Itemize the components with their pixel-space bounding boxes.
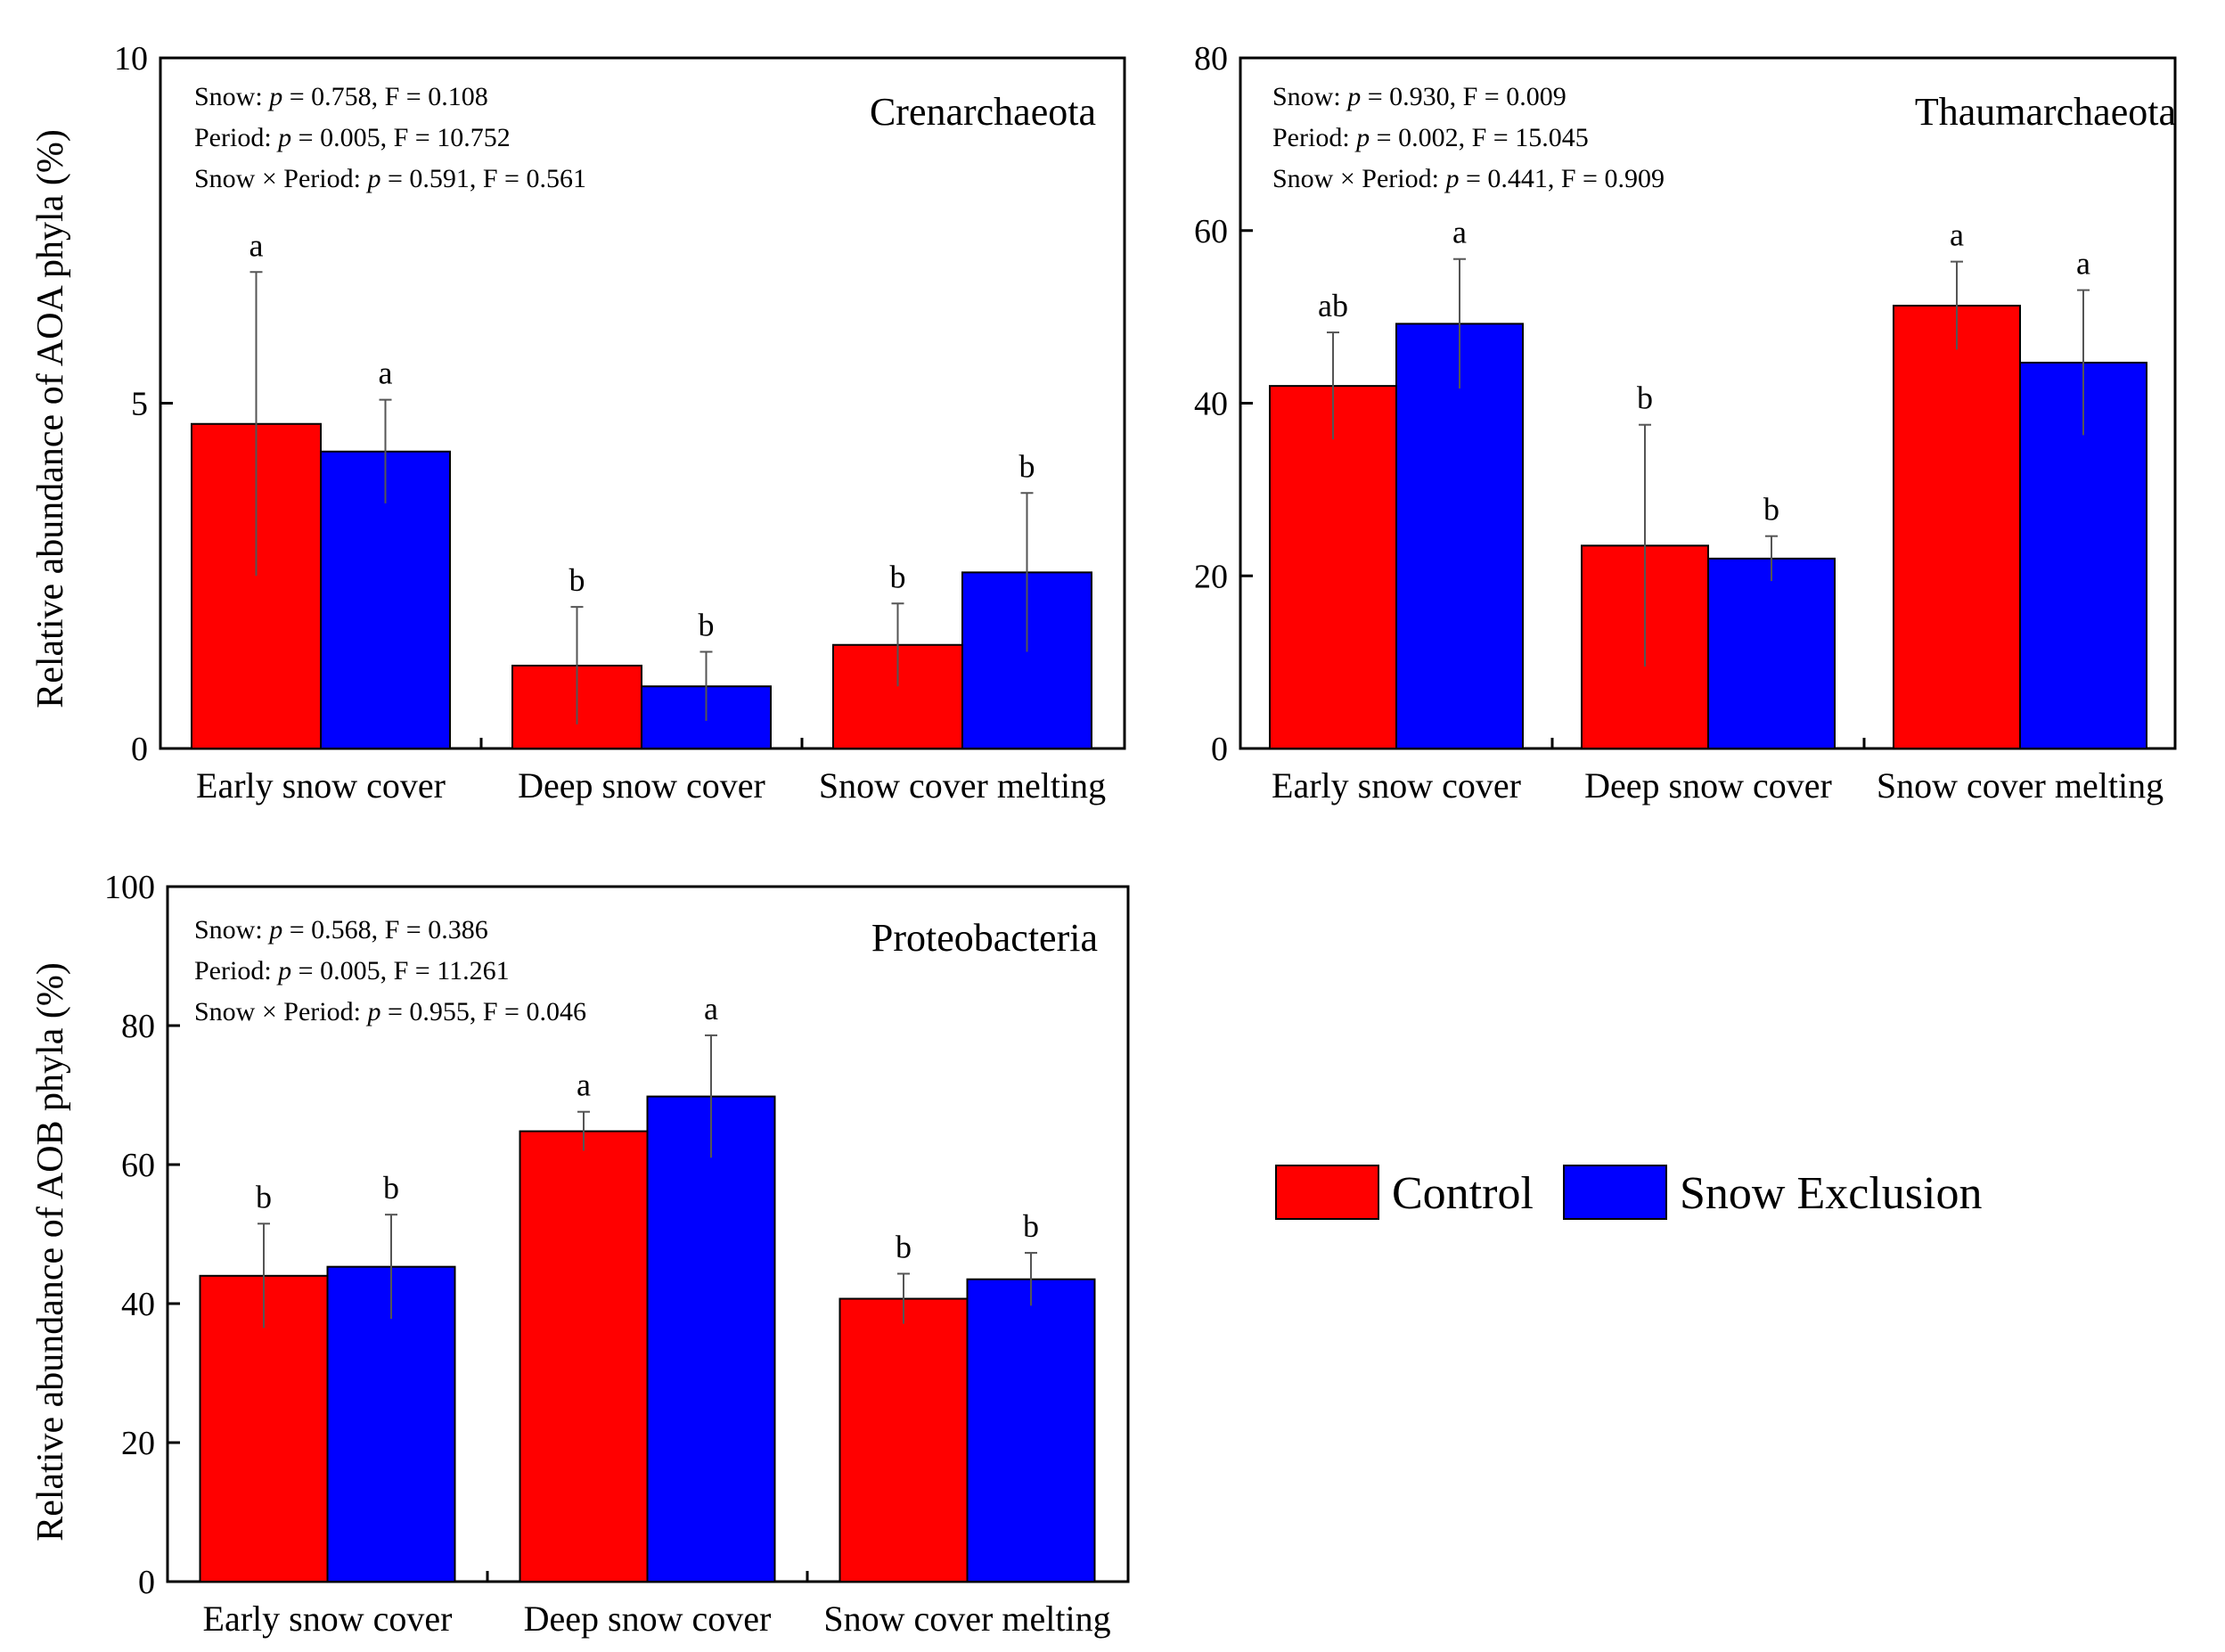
significance-letter-snow-exclusion: b xyxy=(1763,492,1779,527)
legend-label-control: Control xyxy=(1392,1168,1534,1219)
y-tick-label: 20 xyxy=(121,1425,155,1462)
y-tick-label: 5 xyxy=(131,386,148,423)
y-tick-label: 40 xyxy=(1194,386,1228,423)
x-category-label: Early snow cover xyxy=(203,1599,453,1639)
x-category-label: Deep snow cover xyxy=(1584,765,1832,806)
stats-line-2: Snow × Period: p = 0.955, F = 0.046 xyxy=(194,997,586,1026)
significance-letter-snow-exclusion: b xyxy=(1023,1208,1039,1244)
bar-snow-exclusion xyxy=(1707,557,1836,749)
bar-control xyxy=(1893,305,2021,749)
y-tick-label: 60 xyxy=(121,1147,155,1184)
bar-snow-exclusion xyxy=(966,1278,1096,1582)
significance-letter-control: b xyxy=(569,562,585,598)
legend-swatch-snow-exclusion xyxy=(1563,1165,1667,1220)
significance-letter-snow-exclusion: a xyxy=(1452,215,1467,250)
chart-proteobacteria: 0 20 40 60 80 100 b b Early snow cover a a Deep sno… xyxy=(104,869,1130,1639)
x-category-label: Early snow cover xyxy=(1272,765,1521,806)
y-tick-label: 80 xyxy=(1194,40,1228,78)
bar-control xyxy=(1269,385,1397,749)
bar-control xyxy=(838,1297,969,1583)
legend-swatch-control xyxy=(1275,1165,1379,1220)
significance-letter-snow-exclusion: b xyxy=(1019,448,1035,484)
stats-line-0: Snow: p = 0.930, F = 0.009 xyxy=(1272,82,1566,111)
y-tick-label: 10 xyxy=(114,40,148,78)
significance-letter-control: b xyxy=(890,559,906,594)
significance-letter-control: ab xyxy=(1318,288,1348,323)
x-category-label: Early snow cover xyxy=(196,765,446,806)
bar-control xyxy=(519,1130,649,1583)
stats-line-1: Period: p = 0.005, F = 10.752 xyxy=(194,123,511,152)
legend-label-snow-exclusion: Snow Exclusion xyxy=(1680,1168,1982,1219)
significance-letter-snow-exclusion: a xyxy=(2076,246,2090,282)
y-tick-label: 100 xyxy=(104,869,155,906)
y-tick-label: 80 xyxy=(121,1008,155,1045)
legend: Control Snow Exclusion xyxy=(1275,1165,1982,1220)
y-tick-label: 60 xyxy=(1194,213,1228,250)
y-tick-label: 0 xyxy=(138,1564,155,1601)
stats-line-0: Snow: p = 0.758, F = 0.108 xyxy=(194,82,488,111)
x-category-label: Snow cover melting xyxy=(1877,765,2164,806)
significance-letter-snow-exclusion: a xyxy=(704,991,718,1026)
stats-line-2: Snow × Period: p = 0.591, F = 0.561 xyxy=(194,164,586,193)
significance-letter-snow-exclusion: b xyxy=(383,1170,399,1206)
x-category-label: Snow cover melting xyxy=(819,765,1106,806)
chart-thaumarchaeota: 0 20 40 60 80 ab a Early snow cover b b Deep snow … xyxy=(1194,40,2177,806)
significance-letter-snow-exclusion: a xyxy=(379,356,393,391)
significance-letter-control: a xyxy=(1950,217,1964,253)
significance-letter-control: b xyxy=(256,1179,272,1214)
y-axis-label-aoa: Relative abundance of AOA phyla (%) xyxy=(30,129,71,708)
bar-snow-exclusion xyxy=(1395,323,1524,749)
significance-letter-control: b xyxy=(1637,380,1653,416)
significance-letter-control: a xyxy=(249,227,264,263)
x-category-label: Deep snow cover xyxy=(518,765,765,806)
y-tick-label: 20 xyxy=(1194,558,1228,595)
chart-crenarchaeota: 0 5 10 a a Early snow cover b b Deep snow cover b… xyxy=(114,40,1126,806)
stats-line-2: Snow × Period: p = 0.441, F = 0.909 xyxy=(1272,164,1665,193)
stats-line-0: Snow: p = 0.568, F = 0.386 xyxy=(194,915,488,945)
y-tick-label: 0 xyxy=(131,731,148,768)
stats-line-1: Period: p = 0.002, F = 15.045 xyxy=(1272,123,1589,152)
y-tick-label: 0 xyxy=(1211,731,1228,768)
significance-letter-control: b xyxy=(896,1229,912,1264)
panel-title: Thaumarchaeota xyxy=(1915,90,2176,134)
panel-title: Crenarchaeota xyxy=(870,90,1096,134)
stats-line-1: Period: p = 0.005, F = 11.261 xyxy=(194,956,510,985)
significance-letter-control: a xyxy=(577,1067,591,1103)
y-axis-label-aob: Relative abundance of AOB phyla (%) xyxy=(30,962,71,1542)
bar-snow-exclusion xyxy=(646,1095,776,1583)
x-category-label: Snow cover melting xyxy=(823,1599,1110,1639)
x-category-label: Deep snow cover xyxy=(524,1599,772,1639)
bar-snow-exclusion xyxy=(326,1265,456,1583)
panel-title: Proteobacteria xyxy=(871,916,1098,960)
y-tick-label: 40 xyxy=(121,1286,155,1323)
significance-letter-snow-exclusion: b xyxy=(699,608,715,643)
